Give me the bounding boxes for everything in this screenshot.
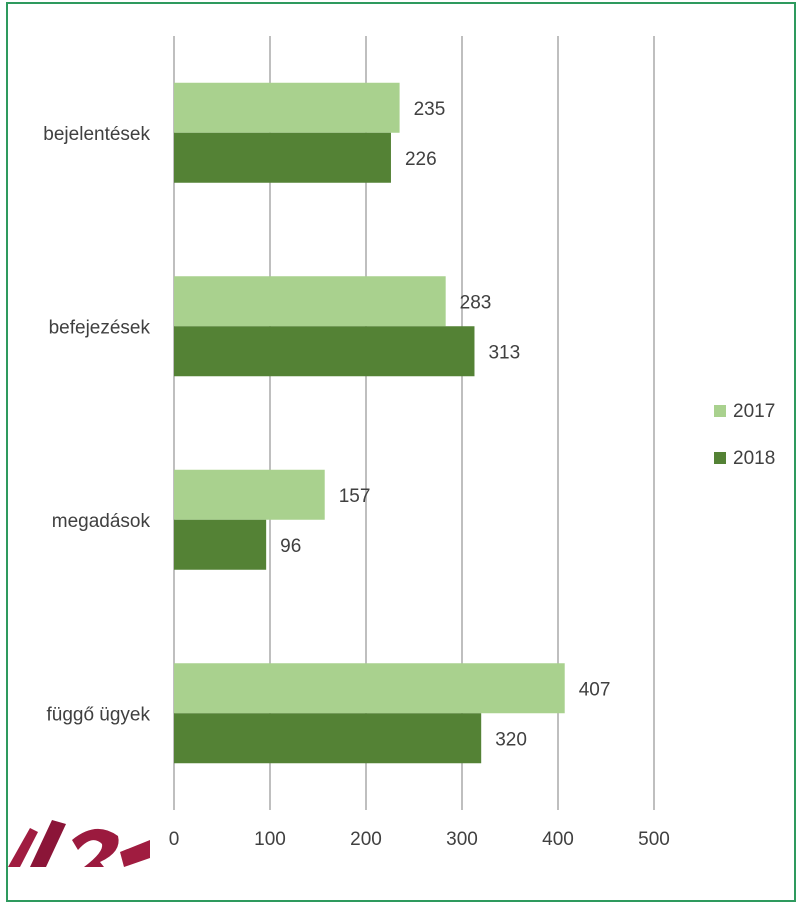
data-label: 157 [339, 486, 371, 507]
x-tick-label: 300 [446, 829, 478, 850]
bar [174, 713, 482, 764]
x-tick-label: 100 [254, 829, 286, 850]
category-label: bejelentések [43, 124, 150, 145]
bar [174, 82, 400, 133]
category-label: megadások [52, 511, 151, 532]
legend-entry: 2018 [733, 448, 775, 469]
category-label: függő ügyek [46, 704, 150, 725]
bar [174, 663, 565, 714]
bar [174, 132, 391, 183]
bar [174, 276, 446, 327]
data-label: 313 [488, 342, 520, 363]
data-label: 407 [579, 679, 611, 700]
data-label: 320 [495, 729, 527, 750]
bar [174, 469, 325, 520]
legend-entry: 2017 [733, 401, 775, 422]
x-tick-label: 400 [542, 829, 574, 850]
bars [174, 82, 565, 764]
data-label: 235 [414, 99, 446, 120]
data-label: 96 [280, 536, 301, 557]
legend-swatch [714, 452, 726, 464]
bar [174, 326, 475, 377]
labels: 0 100 200 300 400 500 235 226 bejelentések 283 313… [43, 99, 670, 850]
partial-logo-icon [8, 820, 150, 867]
bar [174, 519, 267, 570]
x-tick-label: 0 [169, 829, 180, 850]
category-label: befejezések [49, 317, 151, 338]
bar-chart: 0 100 200 300 400 500 235 226 bejelentések 283 313… [43, 36, 775, 850]
legend: 2017 2018 [714, 401, 775, 469]
x-tick-label: 200 [350, 829, 382, 850]
x-tick-label: 500 [638, 829, 670, 850]
legend-swatch [714, 405, 726, 417]
data-label: 283 [460, 292, 492, 313]
data-label: 226 [405, 149, 437, 170]
